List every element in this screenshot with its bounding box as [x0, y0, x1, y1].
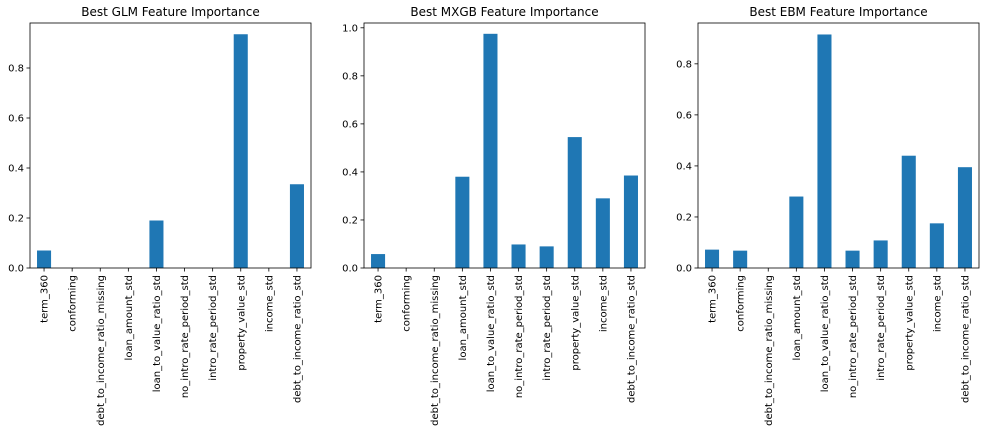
x-tick-label: debt_to_income_ratio_std [626, 275, 637, 403]
bar-income-std [595, 198, 610, 268]
bar-intro-rate-period-std [539, 246, 554, 268]
x-tick-label: property_value_std [570, 275, 581, 371]
x-tick-label: conforming [402, 275, 413, 332]
chart-title: Best EBM Feature Importance [749, 5, 927, 19]
bar-no-intro-rate-period-std [845, 250, 860, 268]
bar-loan-to-value-ratio-std [817, 34, 832, 269]
x-tick-label: income_std [598, 275, 609, 332]
x-tick-label: debt_to_income_ratio_std [960, 275, 971, 403]
bar-loan-to-value-ratio-std [483, 33, 498, 269]
y-tick-label: 0.2 [8, 214, 24, 225]
y-tick-label: 0.6 [8, 114, 24, 125]
x-tick-label: loan_to_value_ratio_std [152, 275, 163, 392]
x-tick-label: property_value_std [236, 275, 247, 371]
bar-debt-to-income-ratio-std [289, 184, 304, 268]
plot-frame [363, 22, 646, 269]
x-tick-label: debt_to_income_ratio_missing [764, 275, 775, 426]
bar-loan-amount-std [789, 196, 804, 268]
bar-property-value-std [233, 34, 248, 268]
bar-term-360 [371, 254, 386, 268]
x-tick-label: term_360 [374, 275, 385, 323]
x-tick-label: property_value_std [904, 275, 915, 371]
x-tick-label: intro_rate_period_std [876, 275, 887, 381]
x-tick-label: loan_to_value_ratio_std [486, 275, 497, 392]
y-tick-label: 0.8 [676, 59, 692, 70]
y-tick-label: 0.0 [342, 264, 358, 275]
bar-income-std [929, 223, 944, 268]
x-tick-label: no_intro_rate_period_std [848, 275, 859, 398]
y-tick-label: 0.8 [8, 64, 24, 75]
x-tick-label: intro_rate_period_std [208, 275, 219, 381]
x-tick-label: income_std [932, 275, 943, 332]
x-tick-label: debt_to_income_ratio_missing [96, 275, 107, 426]
bar-debt-to-income-ratio-std [623, 175, 638, 268]
x-tick-label: term_360 [40, 275, 51, 323]
plot-frame [29, 22, 312, 269]
bar-term-360 [37, 250, 52, 268]
bar-intro-rate-period-std [873, 240, 888, 268]
x-tick-label: debt_to_income_ratio_std [292, 275, 303, 403]
y-tick-label: 0.6 [342, 119, 358, 130]
y-tick-label: 0.2 [342, 215, 358, 226]
y-tick-label: 0.4 [676, 161, 692, 172]
bar-no-intro-rate-period-std [511, 244, 526, 268]
x-tick-label: loan_amount_std [124, 275, 135, 360]
bar-loan-to-value-ratio-std [149, 220, 164, 268]
x-tick-label: debt_to_income_ratio_missing [430, 275, 441, 426]
x-tick-label: conforming [68, 275, 79, 332]
bar-term-360 [705, 249, 720, 269]
panel-mxgb: Best MXGB Feature Importance 0.0 0.2 0.4 0.… [342, 5, 646, 426]
x-tick-label: income_std [264, 275, 275, 332]
y-tick-label: 0.6 [676, 110, 692, 121]
bar-debt-to-income-ratio-std [957, 167, 972, 268]
x-tick-label: loan_to_value_ratio_std [820, 275, 831, 392]
x-tick-label: no_intro_rate_period_std [514, 275, 525, 398]
x-tick-label: intro_rate_period_std [542, 275, 553, 381]
x-tick-label: no_intro_rate_period_std [180, 275, 191, 398]
panel-glm: Best GLM Feature Importance 0.0 0.2 0.4 0.6… [8, 5, 312, 426]
bar-property-value-std [901, 155, 916, 268]
x-tick-label: conforming [736, 275, 747, 332]
y-tick-label: 1.0 [342, 23, 358, 34]
bar-property-value-std [567, 137, 582, 268]
chart-title: Best GLM Feature Importance [81, 5, 259, 19]
y-tick-label: 0.0 [676, 264, 692, 275]
bar-conforming [733, 250, 748, 268]
y-tick-label: 0.4 [8, 164, 24, 175]
plot-frame [697, 22, 980, 269]
panel-ebm: Best EBM Feature Importance 0.0 0.2 0.4 0.6… [676, 5, 980, 426]
y-tick-label: 0.4 [342, 167, 358, 178]
y-tick-label: 0.2 [676, 212, 692, 223]
y-tick-label: 0.8 [342, 71, 358, 82]
bar-loan-amount-std [455, 176, 470, 268]
x-tick-label: term_360 [708, 275, 719, 323]
chart-title: Best MXGB Feature Importance [410, 5, 598, 19]
x-tick-label: loan_amount_std [458, 275, 469, 360]
y-tick-label: 0.0 [8, 264, 24, 275]
x-tick-label: loan_amount_std [792, 275, 803, 360]
